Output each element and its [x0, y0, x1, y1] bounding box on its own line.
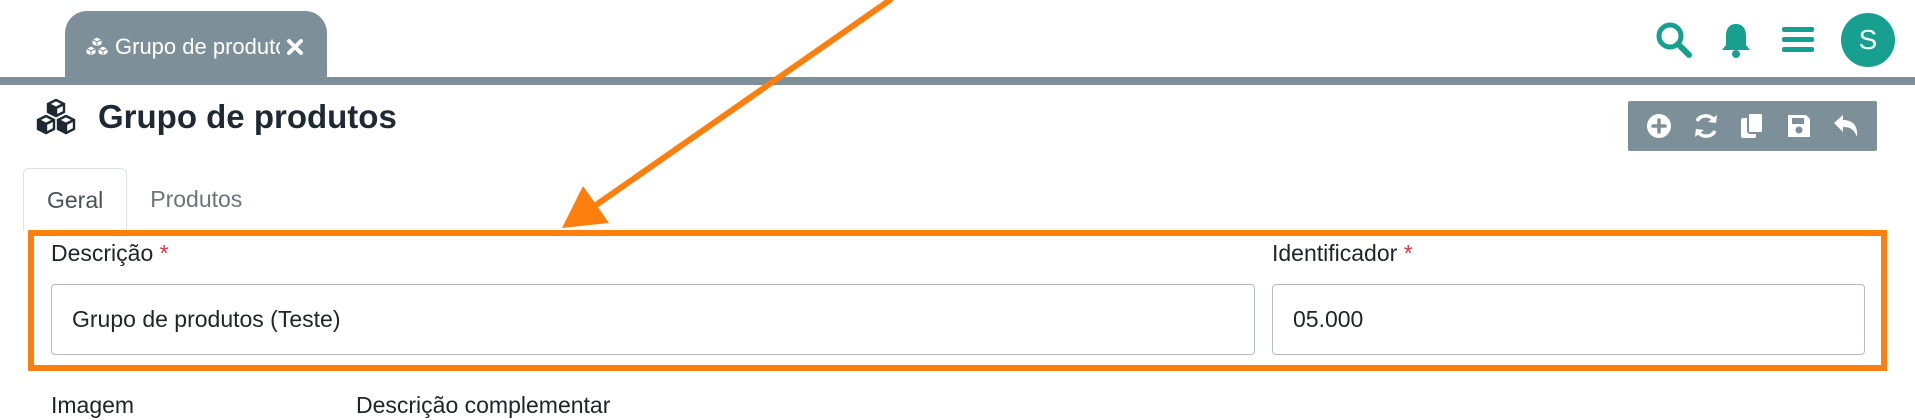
identificador-value: 05.000 [1293, 306, 1364, 332]
highlight-box [28, 230, 1887, 371]
identificador-label: Identificador * [1272, 240, 1413, 267]
page-heading: Grupo de produtos [36, 98, 397, 136]
descricao-complementar-label: Descrição complementar [356, 392, 611, 418]
close-icon[interactable] [284, 36, 306, 58]
search-icon[interactable] [1653, 19, 1695, 61]
header-divider [0, 77, 1915, 85]
required-mark: * [1403, 240, 1413, 266]
avatar[interactable]: S [1841, 13, 1895, 67]
descricao-label-text: Descrição [51, 240, 154, 266]
identificador-field[interactable]: 05.000 [1272, 284, 1865, 355]
descricao-value: Grupo de produtos (Teste) [72, 306, 341, 332]
tab-geral[interactable]: Geral [23, 168, 128, 231]
descricao-label: Descrição * [51, 240, 169, 267]
copy-icon[interactable] [1736, 110, 1768, 142]
bell-icon[interactable] [1715, 19, 1757, 61]
refresh-icon[interactable] [1690, 110, 1722, 142]
identificador-label-text: Identificador [1272, 240, 1398, 266]
undo-icon[interactable] [1830, 110, 1862, 142]
form-tabs: Geral Produtos [23, 168, 265, 231]
save-icon[interactable] [1783, 110, 1815, 142]
tab-produtos[interactable]: Produtos [150, 186, 243, 212]
cubes-icon [36, 98, 76, 135]
cubes-icon [85, 36, 109, 57]
imagem-label: Imagem [51, 392, 135, 418]
add-icon[interactable] [1643, 110, 1675, 142]
menu-icon[interactable] [1777, 19, 1819, 61]
document-tab-label: Grupo de produtos [115, 34, 280, 59]
page-title: Grupo de produtos [98, 98, 397, 135]
top-bar: Grupo de produtos S [0, 0, 1915, 86]
action-toolbar [1628, 101, 1877, 151]
document-tab[interactable]: Grupo de produtos [65, 11, 327, 83]
required-mark: * [159, 240, 169, 266]
descricao-field[interactable]: Grupo de produtos (Teste) [51, 284, 1255, 355]
